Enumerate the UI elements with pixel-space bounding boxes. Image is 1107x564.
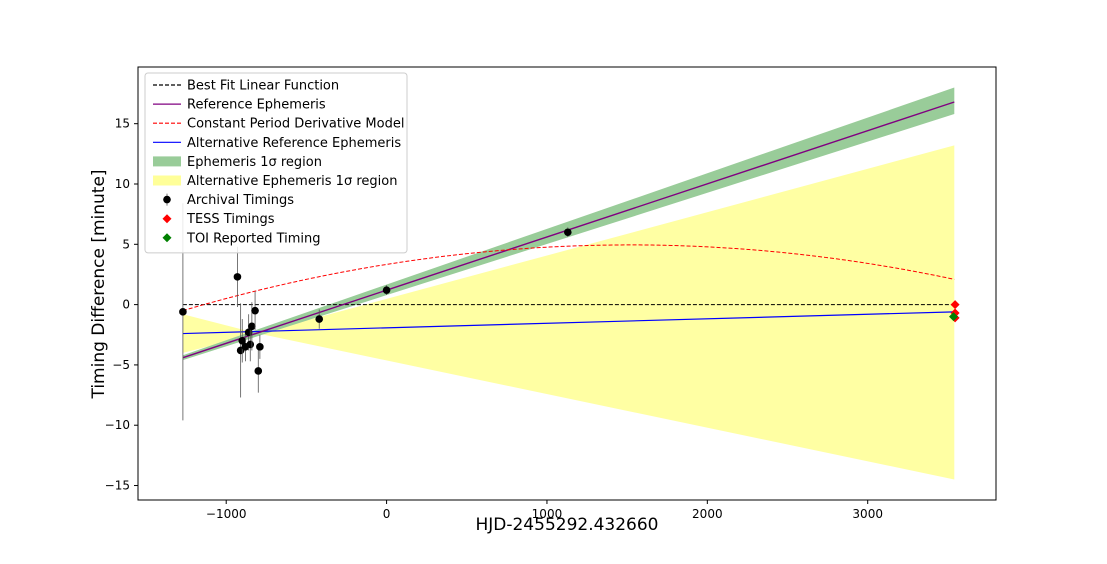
legend-entry-3: Alternative Reference Ephemeris bbox=[187, 136, 401, 151]
y-tick-label-0: −15 bbox=[105, 479, 130, 493]
x-axis: −1000 0 1000 2000 3000 bbox=[206, 500, 883, 521]
y-tick-label-6: 15 bbox=[115, 117, 130, 131]
toi-reported-timing-point-0 bbox=[949, 312, 959, 322]
alternative-reference-ephemeris-line bbox=[182, 311, 955, 335]
constant-period-derivative-curve bbox=[182, 244, 955, 312]
archival-timing-point-7 bbox=[248, 322, 256, 331]
legend-entry-1: Reference Ephemeris bbox=[187, 98, 326, 113]
legend-entry-0: Best Fit Linear Function bbox=[187, 79, 339, 94]
alternative-ephemeris-band bbox=[182, 145, 955, 480]
tess-timing-point-0 bbox=[950, 300, 960, 310]
archival-timing-point-6 bbox=[246, 340, 255, 349]
legend-swatch-6 bbox=[163, 195, 171, 204]
x-tick-label-0: −1000 bbox=[206, 507, 247, 521]
archival-timing-point-13 bbox=[564, 228, 572, 237]
y-tick-label-3: 0 bbox=[122, 298, 130, 312]
archival-timing-point-0 bbox=[179, 308, 187, 316]
x-tick-label-1: 0 bbox=[383, 507, 391, 521]
legend-entry-5: Alternative Ephemeris 1σ region bbox=[187, 174, 397, 189]
archival-timing-point-10 bbox=[256, 343, 264, 351]
legend-swatch-4 bbox=[153, 156, 181, 167]
plot-area bbox=[179, 87, 960, 480]
x-tick-label-3: 2000 bbox=[692, 507, 723, 521]
archival-timing-point-12 bbox=[382, 286, 391, 294]
y-tick-label-2: −5 bbox=[112, 358, 130, 372]
legend-swatch-5 bbox=[153, 175, 181, 186]
legend-entry-4: Ephemeris 1σ region bbox=[187, 155, 322, 170]
legend-entry-2: Constant Period Derivative Model bbox=[187, 117, 404, 132]
x-tick-label-4: 3000 bbox=[852, 507, 883, 521]
legend-swatch-7 bbox=[162, 214, 172, 224]
legend-entry-6: Archival Timings bbox=[187, 193, 294, 208]
legend: Best Fit Linear Function Reference Epheme… bbox=[144, 72, 408, 254]
archival-timing-point-1 bbox=[233, 273, 242, 281]
legend-entry-7: TESS Timings bbox=[186, 212, 275, 227]
x-tick-label-2: 1000 bbox=[532, 507, 563, 521]
x-axis-label: HJD-2455292.432660 bbox=[475, 515, 658, 535]
archival-timing-point-11 bbox=[315, 315, 324, 323]
legend-box bbox=[144, 72, 408, 254]
legend-entry-8: TOI Reported Timing bbox=[186, 231, 321, 246]
archival-timing-point-3 bbox=[238, 336, 247, 345]
y-tick-label-5: 10 bbox=[115, 177, 130, 191]
archival-timing-point-9 bbox=[254, 367, 263, 375]
y-axis-label: Timing Difference [minute] bbox=[89, 169, 109, 399]
plot-frame bbox=[137, 66, 997, 501]
ephemeris-band bbox=[182, 87, 955, 361]
y-tick-label-1: −10 bbox=[105, 418, 130, 432]
y-axis: −15 −10 −5 0 5 10 15 bbox=[105, 117, 138, 493]
archival-timing-point-8 bbox=[251, 306, 259, 315]
y-tick-label-4: 5 bbox=[122, 237, 130, 251]
legend-swatch-8 bbox=[162, 233, 172, 243]
